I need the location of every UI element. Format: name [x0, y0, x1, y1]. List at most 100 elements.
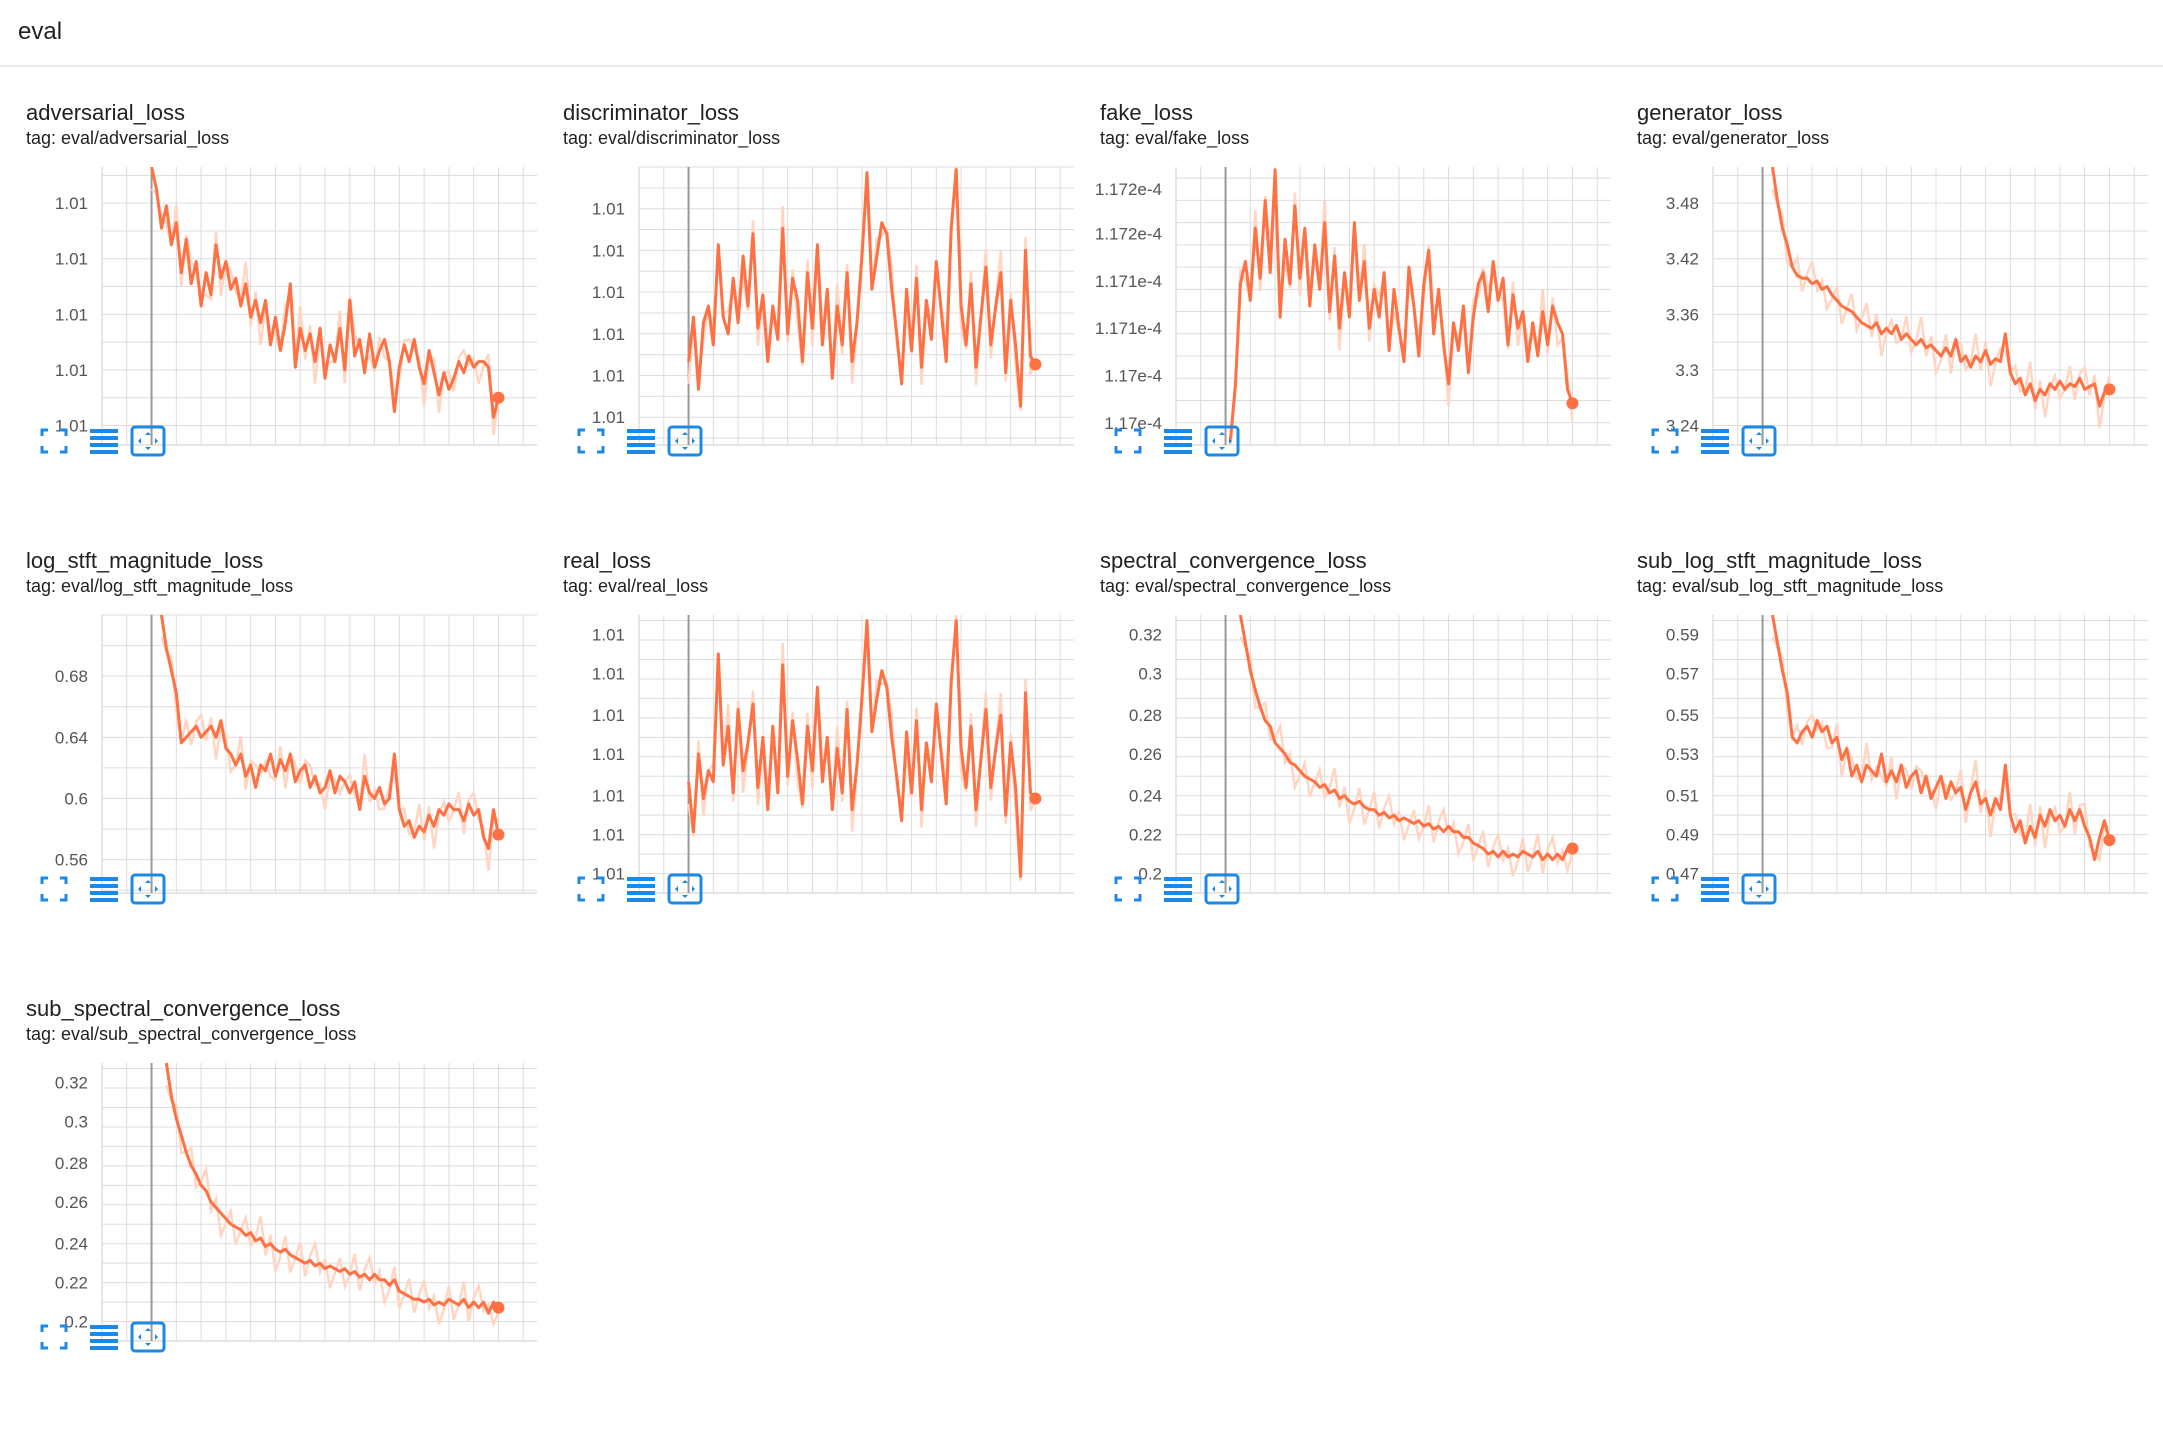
y-tick-label: 1.01 [55, 305, 88, 324]
y-tick-label: 1.17e-4 [1104, 367, 1162, 386]
chart-title: spectral_convergence_loss [1100, 548, 1367, 573]
fullscreen-icon[interactable] [1204, 872, 1240, 906]
fit-to-data-icon[interactable] [573, 872, 609, 906]
y-tick-label: 3.42 [1666, 250, 1699, 269]
line-chart[interactable]: 0.680.640.60.56040k80k120k [0, 598, 537, 903]
toggle-log-scale-icon[interactable] [86, 1320, 122, 1354]
y-tick-label: 1.01 [55, 361, 88, 380]
header: eval [0, 0, 2163, 67]
y-tick-label: 0.26 [1129, 745, 1162, 764]
fullscreen-icon[interactable] [1741, 872, 1777, 906]
last-point-marker [492, 391, 505, 404]
y-tick-label: 0.57 [1666, 664, 1699, 683]
y-tick-label: 0.49 [1666, 826, 1699, 845]
chart-tag: tag: eval/adversarial_loss [26, 128, 230, 148]
chart-title: adversarial_loss [26, 100, 185, 125]
y-tick-label: 1.01 [592, 241, 625, 260]
fit-to-data-icon[interactable] [1647, 424, 1683, 458]
y-tick-label: 1.01 [55, 194, 88, 213]
chart-tag: tag: eval/fake_loss [1100, 128, 1250, 148]
fullscreen-icon[interactable] [130, 1320, 166, 1354]
y-tick-label: 0.59 [1666, 625, 1699, 644]
y-tick-label: 3.36 [1666, 305, 1699, 324]
chart-title: sub_spectral_convergence_loss [26, 996, 341, 1021]
line-chart[interactable]: 1.172e-4 1.172e-4 1.171e-4 1.171e-4 1.17e-4 1… [1074, 150, 1611, 455]
chart-card-adversarial-loss: adversarial_loss tag: eval/adversarial_lo… [0, 100, 537, 550]
y-tick-label: 1.171e-4 [1095, 319, 1162, 338]
smoothed-series-line [164, 1063, 500, 1315]
fit-to-data-icon[interactable] [1647, 872, 1683, 906]
chart-tag: tag: eval/real_loss [563, 576, 709, 596]
toggle-log-scale-icon[interactable] [86, 872, 122, 906]
line-chart[interactable]: 1.011.011.011.011.011.011.01040k80k120k [537, 598, 1074, 903]
chart-tag: tag: eval/discriminator_loss [563, 128, 781, 148]
toggle-log-scale-icon[interactable] [1160, 424, 1196, 458]
raw-series-line [1771, 636, 2110, 864]
y-tick-label: 0.26 [55, 1193, 88, 1212]
y-tick-label: 1.171e-4 [1095, 272, 1162, 291]
line-chart[interactable]: 1.011.011.011.011.011.01040k80k120k [537, 150, 1074, 455]
fit-to-data-icon[interactable] [36, 1320, 72, 1354]
y-tick-label: 1.01 [592, 367, 625, 386]
y-tick-label: 1.01 [592, 325, 625, 344]
fit-to-data-icon[interactable] [1110, 424, 1146, 458]
fit-to-data-icon[interactable] [573, 424, 609, 458]
toggle-log-scale-icon[interactable] [86, 424, 122, 458]
chart-tag: tag: eval/spectral_convergence_loss [1100, 576, 1392, 596]
line-chart[interactable]: 0.320.30.280.260.240.220.2040k80k120k [0, 1046, 537, 1351]
y-tick-label: 0.55 [1666, 706, 1699, 725]
toggle-log-scale-icon[interactable] [623, 424, 659, 458]
y-tick-label: 0.32 [1129, 625, 1162, 644]
y-tick-label: 1.172e-4 [1095, 180, 1162, 199]
y-tick-label: 0.22 [1129, 826, 1162, 845]
chart-title: generator_loss [1637, 100, 1783, 125]
fullscreen-icon[interactable] [130, 424, 166, 458]
raw-series-line [160, 636, 500, 871]
y-tick-label: 0.24 [55, 1235, 88, 1254]
toggle-log-scale-icon[interactable] [1697, 872, 1733, 906]
line-chart[interactable]: 1.011.011.011.011.01040k80k120k [0, 150, 537, 455]
chart-card-sub-spectral-convergence-loss: sub_spectral_convergence_loss tag: eval/s… [0, 996, 537, 1446]
fullscreen-icon[interactable] [1741, 424, 1777, 458]
y-tick-label: 0.28 [55, 1154, 88, 1173]
fullscreen-icon[interactable] [1204, 424, 1240, 458]
last-point-marker [1566, 397, 1579, 410]
y-tick-label: 1.01 [592, 625, 625, 644]
fullscreen-icon[interactable] [130, 872, 166, 906]
fit-to-data-icon[interactable] [36, 872, 72, 906]
fit-to-data-icon[interactable] [1110, 872, 1146, 906]
line-chart[interactable]: 0.590.570.550.530.510.490.47040k80k120k [1611, 598, 2148, 903]
y-tick-label: 0.3 [1138, 664, 1162, 683]
y-tick-label: 0.32 [55, 1073, 88, 1092]
y-tick-label: 0.64 [55, 728, 88, 747]
y-tick-label: 1.01 [592, 745, 625, 764]
line-chart[interactable]: 0.320.30.280.260.240.220.2040k80k120k [1074, 598, 1611, 903]
chart-tag: tag: eval/sub_log_stft_magnitude_loss [1637, 576, 1944, 596]
fullscreen-icon[interactable] [667, 872, 703, 906]
y-tick-label: 1.17e-4 [1104, 414, 1162, 433]
line-chart[interactable]: 3.483.423.363.33.24040k80k120k [1611, 150, 2148, 455]
smoothed-series-line [1771, 167, 2111, 408]
y-tick-label: 0.53 [1666, 745, 1699, 764]
y-tick-label: 1.01 [592, 664, 625, 683]
smoothed-series-line [1238, 615, 1573, 862]
last-point-marker [492, 1301, 505, 1314]
y-tick-label: 0.68 [55, 667, 88, 686]
y-tick-label: 0.56 [55, 851, 88, 870]
chart-title: fake_loss [1100, 100, 1193, 125]
last-point-marker [1566, 842, 1579, 855]
smoothed-series-line [687, 619, 1037, 878]
chart-card-generator-loss: generator_loss tag: eval/generator_loss 3.… [1611, 100, 2148, 550]
chart-tag: tag: eval/log_stft_magnitude_loss [26, 576, 294, 596]
toggle-log-scale-icon[interactable] [1160, 872, 1196, 906]
toggle-log-scale-icon[interactable] [623, 872, 659, 906]
smoothed-series-line [687, 168, 1037, 408]
y-tick-label: 0.24 [1129, 787, 1162, 806]
y-tick-label: 1.01 [592, 283, 625, 302]
fit-to-data-icon[interactable] [36, 424, 72, 458]
toggle-log-scale-icon[interactable] [1697, 424, 1733, 458]
smoothed-series-line [1771, 615, 2111, 862]
fullscreen-icon[interactable] [667, 424, 703, 458]
chart-tag: tag: eval/sub_spectral_convergence_loss [26, 1024, 357, 1044]
last-point-marker [2103, 383, 2116, 396]
